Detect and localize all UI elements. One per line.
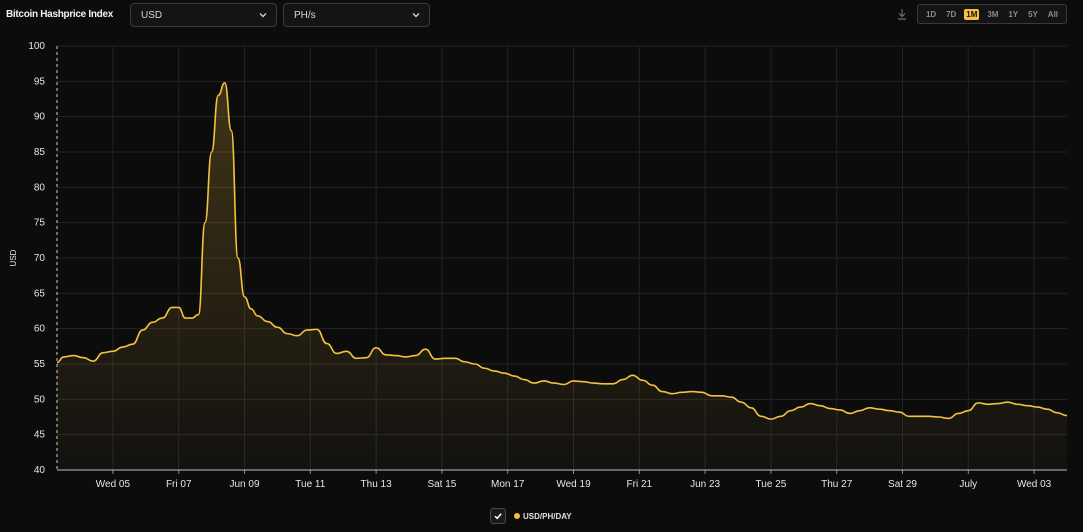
range-button-1d[interactable]: 1D: [925, 9, 937, 19]
legend-series-label: USD/PH/DAY: [523, 511, 572, 521]
y-tick-label: 60: [34, 324, 46, 335]
y-tick-label: 40: [34, 465, 46, 476]
y-tick-label: 90: [34, 112, 46, 123]
legend-series-dot: [514, 513, 520, 519]
y-tick-label: 85: [34, 147, 46, 158]
x-tick-label: Tue 11: [295, 479, 325, 490]
x-tick-label: Thu 27: [821, 479, 853, 490]
x-tick-label: Sat 15: [427, 479, 456, 490]
y-tick-label: 95: [34, 76, 46, 87]
currency-select-value: USD: [141, 10, 163, 21]
chevron-down-icon: [412, 13, 420, 18]
x-tick-label: Wed 19: [556, 479, 591, 490]
legend: USD/PH/DAY: [490, 507, 572, 525]
series-area: [57, 82, 1067, 470]
x-tick-label: Wed 03: [1017, 479, 1052, 490]
unit-select[interactable]: PH/s: [283, 3, 430, 27]
y-tick-label: 100: [28, 41, 45, 52]
page-title: Bitcoin Hashprice Index: [6, 9, 114, 20]
range-button-1m[interactable]: 1M: [964, 8, 980, 20]
series-line: [56, 81, 1068, 420]
y-tick-label: 45: [34, 430, 46, 441]
range-button-all[interactable]: All: [1047, 9, 1059, 19]
time-range-selector: 1D 7D 1M 3M 1Y 5Y All: [917, 4, 1067, 24]
x-tick-label: Wed 05: [96, 479, 131, 490]
download-icon[interactable]: [896, 8, 908, 20]
chevron-down-icon: [259, 13, 267, 18]
y-tick-label: 55: [34, 359, 46, 370]
hashprice-chart: 40 45 50 55 60 65 70 75 80 85 90 95 100 Wed 05 Fri 07 J…: [9, 41, 1068, 490]
x-tick-label: Thu 13: [361, 479, 393, 490]
x-tick-label: Sat 29: [888, 479, 917, 490]
legend-toggle-checkbox[interactable]: [490, 508, 506, 524]
range-button-7d[interactable]: 7D: [946, 9, 957, 19]
y-tick-label: 70: [34, 253, 46, 264]
x-tick-label: Fri 07: [166, 479, 192, 490]
x-tick-label: July: [959, 479, 977, 490]
x-tick-label: Fri 21: [627, 479, 653, 490]
currency-select[interactable]: USD: [130, 3, 277, 27]
y-tick-label: 80: [34, 182, 46, 193]
y-tick-label: 75: [34, 218, 46, 229]
y-tick-label: 65: [34, 288, 46, 299]
x-tick-label: Jun 09: [230, 479, 260, 490]
range-button-3m[interactable]: 3M: [987, 9, 999, 19]
range-button-1y[interactable]: 1Y: [1008, 9, 1019, 19]
y-tick-label: 50: [34, 394, 46, 405]
x-tick-label: Mon 17: [491, 479, 525, 490]
y-axis-label: USD: [9, 249, 18, 266]
x-tick-label: Jun 23: [690, 479, 720, 490]
x-tick-label: Tue 25: [756, 479, 787, 490]
range-button-5y[interactable]: 5Y: [1028, 9, 1038, 19]
check-icon: [494, 513, 502, 520]
unit-select-value: PH/s: [294, 10, 316, 21]
